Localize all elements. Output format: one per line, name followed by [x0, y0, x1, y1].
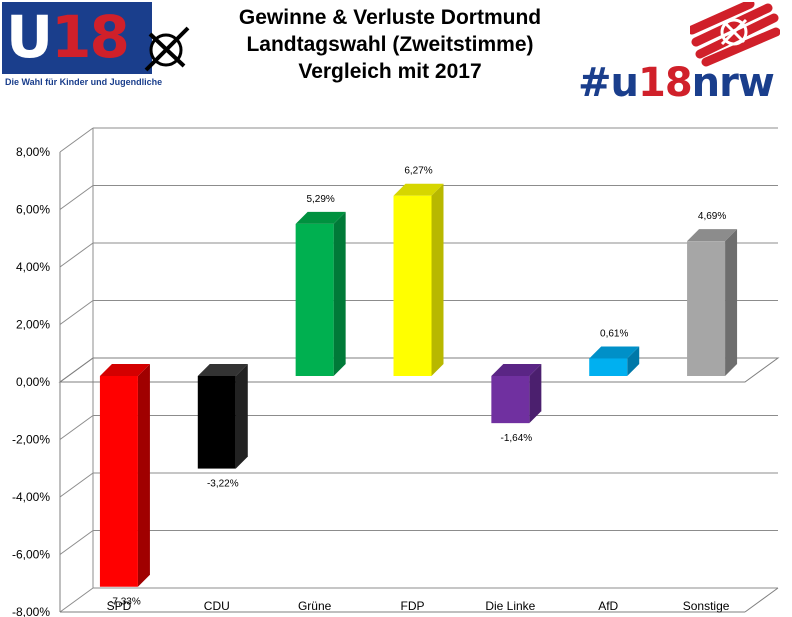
bar-side — [235, 364, 248, 469]
data-label: -7,33% — [109, 597, 141, 608]
bar-front — [197, 376, 236, 469]
bar-front — [393, 195, 432, 376]
logo-plate — [2, 2, 152, 74]
gridline-side — [59, 300, 94, 325]
gridline-side — [59, 587, 94, 613]
bar-front — [491, 376, 530, 424]
logo-word-number: 18 — [51, 3, 130, 71]
data-label: -1,64% — [501, 433, 533, 444]
data-label: 5,29% — [306, 194, 334, 205]
bar-die-linke — [491, 364, 542, 424]
y-tick-label: -8,00% — [12, 605, 50, 617]
data-label: 0,61% — [600, 328, 628, 339]
floor-right-edge — [744, 587, 779, 613]
gridline-side — [59, 242, 94, 268]
bar-grüne — [295, 211, 346, 376]
bar-top — [491, 364, 542, 376]
bar-side — [529, 364, 542, 424]
x-tick-label: SPD — [107, 599, 132, 613]
data-label: 6,27% — [404, 166, 432, 177]
bar-top — [197, 364, 248, 376]
bar-top — [687, 229, 738, 242]
gridline-side — [59, 472, 94, 498]
logo-wordmark: U18 — [6, 3, 130, 71]
y-tick-label: -6,00% — [12, 548, 50, 562]
bar-fdp — [393, 183, 444, 376]
hashtag-prefix: #u — [578, 60, 639, 106]
bar-top — [99, 364, 150, 376]
x-tick-label: Sonstige — [683, 599, 730, 613]
logo-word-prefix: U — [6, 3, 53, 71]
gridline-side — [59, 415, 94, 440]
bar-front — [99, 376, 138, 587]
hashtag-number: 18 — [638, 60, 693, 106]
bar-cdu — [197, 364, 248, 469]
logo-tagline: Die Wahl für Kinder und Jugendliche — [5, 77, 163, 87]
bar-side — [627, 346, 640, 376]
bar-top — [393, 183, 444, 196]
title-line-1: Gewinne & Verluste Dortmund — [238, 6, 542, 29]
bar-front — [687, 241, 726, 376]
gridline-side — [59, 127, 94, 153]
bar-side — [333, 211, 346, 376]
chart-title: Gewinne & Verluste Dortmund Landtagswahl… — [200, 4, 580, 85]
bar-side — [431, 183, 444, 376]
gridline-side — [59, 185, 94, 210]
title-line-3: Vergleich mit 2017 — [298, 60, 482, 83]
y-tick-label: 6,00% — [16, 203, 50, 217]
logo-hashtag: #u18nrw — [578, 60, 775, 106]
data-label: 4,69% — [698, 211, 726, 222]
gridline-side — [59, 530, 94, 555]
ballot-stamp-icon — [690, 2, 780, 67]
x-tick-label: AfD — [598, 599, 618, 613]
y-tick-label: 2,00% — [16, 318, 50, 332]
bar-front — [295, 223, 334, 376]
x-tick-label: Grüne — [298, 599, 332, 613]
data-label: -3,22% — [207, 479, 239, 490]
y-tick-label: -2,00% — [12, 433, 50, 447]
bar-top — [295, 211, 346, 224]
hashtag-suffix: nrw — [691, 60, 775, 106]
u18-logo: U18 Die Wahl für Kinder und Jugendliche — [2, 2, 198, 94]
y-tick-label: 4,00% — [16, 260, 50, 274]
x-tick-label: CDU — [204, 599, 230, 613]
y-tick-label: 8,00% — [16, 145, 50, 159]
bar-afd — [589, 346, 640, 376]
bar-sonstige — [687, 229, 738, 376]
title-line-2: Landtagswahl (Zweitstimme) — [246, 33, 534, 56]
bar-side — [137, 364, 150, 587]
u18nrw-logo: #u18nrw — [570, 2, 785, 112]
x-tick-label: Die Linke — [485, 599, 535, 613]
bar-spd — [99, 364, 150, 587]
ballot-cross-icon — [144, 26, 190, 72]
x-tick-label: FDP — [401, 599, 425, 613]
y-tick-label: -4,00% — [12, 490, 50, 504]
bar-side — [725, 229, 738, 376]
bar-front — [589, 358, 628, 376]
bar-top — [589, 346, 640, 359]
y-tick-label: 0,00% — [16, 375, 50, 389]
